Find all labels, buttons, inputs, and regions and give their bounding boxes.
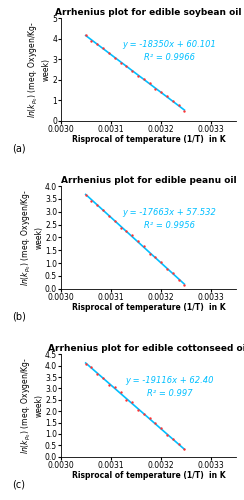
X-axis label: Risprocal of temperature (1/T)  in K: Risprocal of temperature (1/T) in K bbox=[72, 304, 225, 312]
Point bbox=[165, 432, 169, 440]
Text: (c): (c) bbox=[12, 480, 25, 490]
Text: y = -19116x + 62.40
R² = 0.997: y = -19116x + 62.40 R² = 0.997 bbox=[125, 376, 214, 398]
Point bbox=[124, 396, 128, 404]
Point bbox=[113, 54, 117, 62]
Point bbox=[148, 78, 152, 86]
Point bbox=[159, 258, 163, 266]
X-axis label: Risprocal of temperature (1/T)  in K: Risprocal of temperature (1/T) in K bbox=[72, 472, 225, 480]
Point bbox=[119, 58, 122, 66]
Text: y = -18350x + 60.101
R² = 0.9966: y = -18350x + 60.101 R² = 0.9966 bbox=[122, 40, 216, 62]
Y-axis label: $\it{ln(k_{p_0})}$ (meq. Oxygen/Kg-
week): $\it{ln(k_{p_0})}$ (meq. Oxygen/Kg- week… bbox=[20, 189, 44, 286]
Point bbox=[183, 106, 186, 114]
Point bbox=[119, 388, 122, 396]
Point bbox=[153, 418, 157, 426]
Point bbox=[130, 68, 134, 76]
Point bbox=[148, 250, 152, 258]
Point bbox=[101, 44, 105, 52]
Point bbox=[90, 197, 93, 205]
Y-axis label: $\it{ln(k_{p_0})}$ (meq. Oxygen/Kg-
week): $\it{ln(k_{p_0})}$ (meq. Oxygen/Kg- week… bbox=[27, 21, 51, 118]
Text: (a): (a) bbox=[12, 143, 26, 153]
Point bbox=[95, 370, 99, 378]
Point bbox=[107, 49, 111, 57]
Point bbox=[130, 232, 134, 239]
Title: Arrhenius plot for edible soybean oil: Arrhenius plot for edible soybean oil bbox=[55, 8, 242, 18]
Point bbox=[171, 97, 175, 105]
Point bbox=[124, 228, 128, 235]
Point bbox=[90, 37, 93, 45]
Point bbox=[113, 383, 117, 391]
Point bbox=[136, 72, 140, 80]
Point bbox=[84, 31, 88, 39]
Point bbox=[130, 398, 134, 406]
Point bbox=[124, 62, 128, 70]
Point bbox=[171, 435, 175, 443]
Point bbox=[165, 92, 169, 100]
Point bbox=[171, 269, 175, 277]
Point bbox=[142, 410, 146, 418]
Point bbox=[183, 446, 186, 454]
Point bbox=[84, 360, 88, 368]
Point bbox=[107, 380, 111, 388]
Point bbox=[101, 206, 105, 214]
Text: (b): (b) bbox=[12, 312, 26, 322]
Point bbox=[177, 101, 181, 109]
Point bbox=[159, 424, 163, 432]
Point bbox=[142, 75, 146, 83]
Point bbox=[159, 88, 163, 96]
Point bbox=[142, 242, 146, 250]
Y-axis label: $\it{ln(k_{p_0})}$ (meq. Oxygen/Kg-
week): $\it{ln(k_{p_0})}$ (meq. Oxygen/Kg- week… bbox=[20, 357, 44, 454]
Point bbox=[136, 237, 140, 245]
Point bbox=[165, 266, 169, 274]
Point bbox=[107, 212, 111, 220]
Point bbox=[153, 86, 157, 94]
Point bbox=[84, 192, 88, 200]
Point bbox=[95, 201, 99, 209]
Title: Arrhenius plot for edible peanu oil: Arrhenius plot for edible peanu oil bbox=[61, 176, 236, 186]
Text: y = -17663x + 57.532
R² = 0.9956: y = -17663x + 57.532 R² = 0.9956 bbox=[122, 208, 216, 230]
Point bbox=[177, 440, 181, 448]
Point bbox=[148, 414, 152, 422]
Point bbox=[113, 217, 117, 225]
Title: Arrhenius plot for edible cottonseed oil: Arrhenius plot for edible cottonseed oil bbox=[48, 344, 244, 354]
Point bbox=[90, 364, 93, 372]
Point bbox=[119, 224, 122, 232]
Point bbox=[136, 406, 140, 413]
X-axis label: Risprocal of temperature (1/T)  in K: Risprocal of temperature (1/T) in K bbox=[72, 135, 225, 144]
Point bbox=[177, 276, 181, 284]
Point bbox=[153, 252, 157, 260]
Point bbox=[183, 282, 186, 290]
Point bbox=[95, 40, 99, 48]
Point bbox=[101, 374, 105, 382]
